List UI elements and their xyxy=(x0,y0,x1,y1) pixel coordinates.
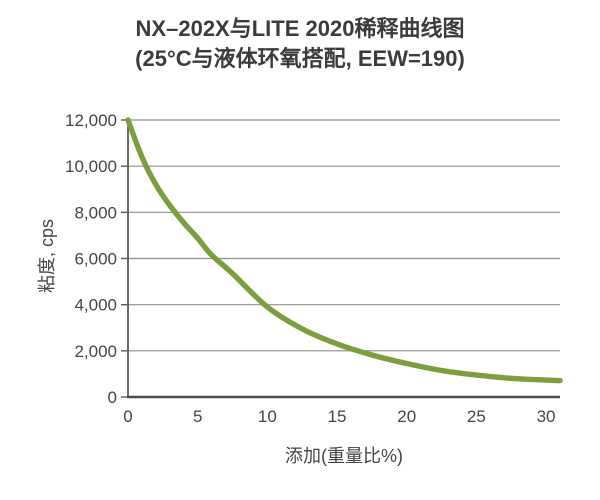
y-axis-label: 粘度, cps xyxy=(37,218,57,294)
y-tick-label: 8,000 xyxy=(74,203,117,222)
x-axis-label: 添加(重量比%) xyxy=(285,446,403,466)
x-tick-label: 10 xyxy=(258,407,277,426)
title-block: NX–202X与LITE 2020稀释曲线图 (25°C与液体环氧搭配, EEW… xyxy=(0,14,600,74)
x-tick-label: 5 xyxy=(193,407,202,426)
y-tick-label: 0 xyxy=(108,388,117,407)
y-tick-label: 10,000 xyxy=(65,157,117,176)
y-tick-label: 2,000 xyxy=(74,342,117,361)
x-tick-label: 30 xyxy=(537,407,556,426)
x-tick-label: 25 xyxy=(467,407,486,426)
x-tick-label: 20 xyxy=(397,407,416,426)
dilution-curve xyxy=(125,117,563,384)
x-tick-label: 15 xyxy=(328,407,347,426)
y-tick-label: 12,000 xyxy=(65,111,117,130)
chart-subtitle: (25°C与液体环氧搭配, EEW=190) xyxy=(135,46,465,71)
y-tick-label: 6,000 xyxy=(74,250,117,269)
x-tick-label: 0 xyxy=(123,407,132,426)
y-tick-label: 4,000 xyxy=(74,296,117,315)
chart-title: NX–202X与LITE 2020稀释曲线图 xyxy=(135,16,465,41)
